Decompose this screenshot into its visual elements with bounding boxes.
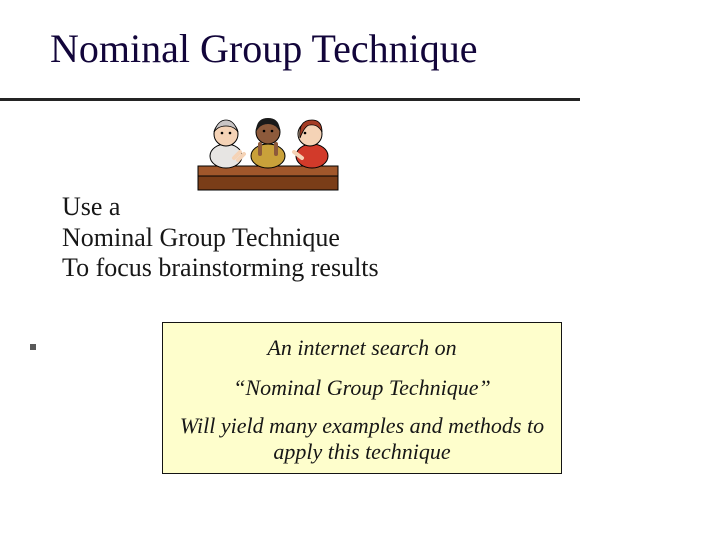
body-line-1: Use a	[62, 192, 379, 223]
meeting-clipart-icon	[188, 108, 348, 199]
title-underline	[0, 98, 580, 101]
callout-line-3: Will yield many examples and methods to …	[177, 413, 547, 465]
slide: Nominal Group Technique	[0, 0, 720, 540]
callout-line-2: “Nominal Group Technique”	[177, 375, 547, 401]
slide-title: Nominal Group Technique	[50, 28, 477, 70]
body-line-3: To focus brainstorming results	[62, 253, 379, 284]
body-line-2: Nominal Group Technique	[62, 223, 379, 254]
bullet-square-icon	[30, 344, 36, 350]
callout-box: An internet search on “Nominal Group Tec…	[162, 322, 562, 474]
body-text: Use a Nominal Group Technique To focus b…	[62, 192, 379, 284]
callout-line-1: An internet search on	[177, 335, 547, 361]
